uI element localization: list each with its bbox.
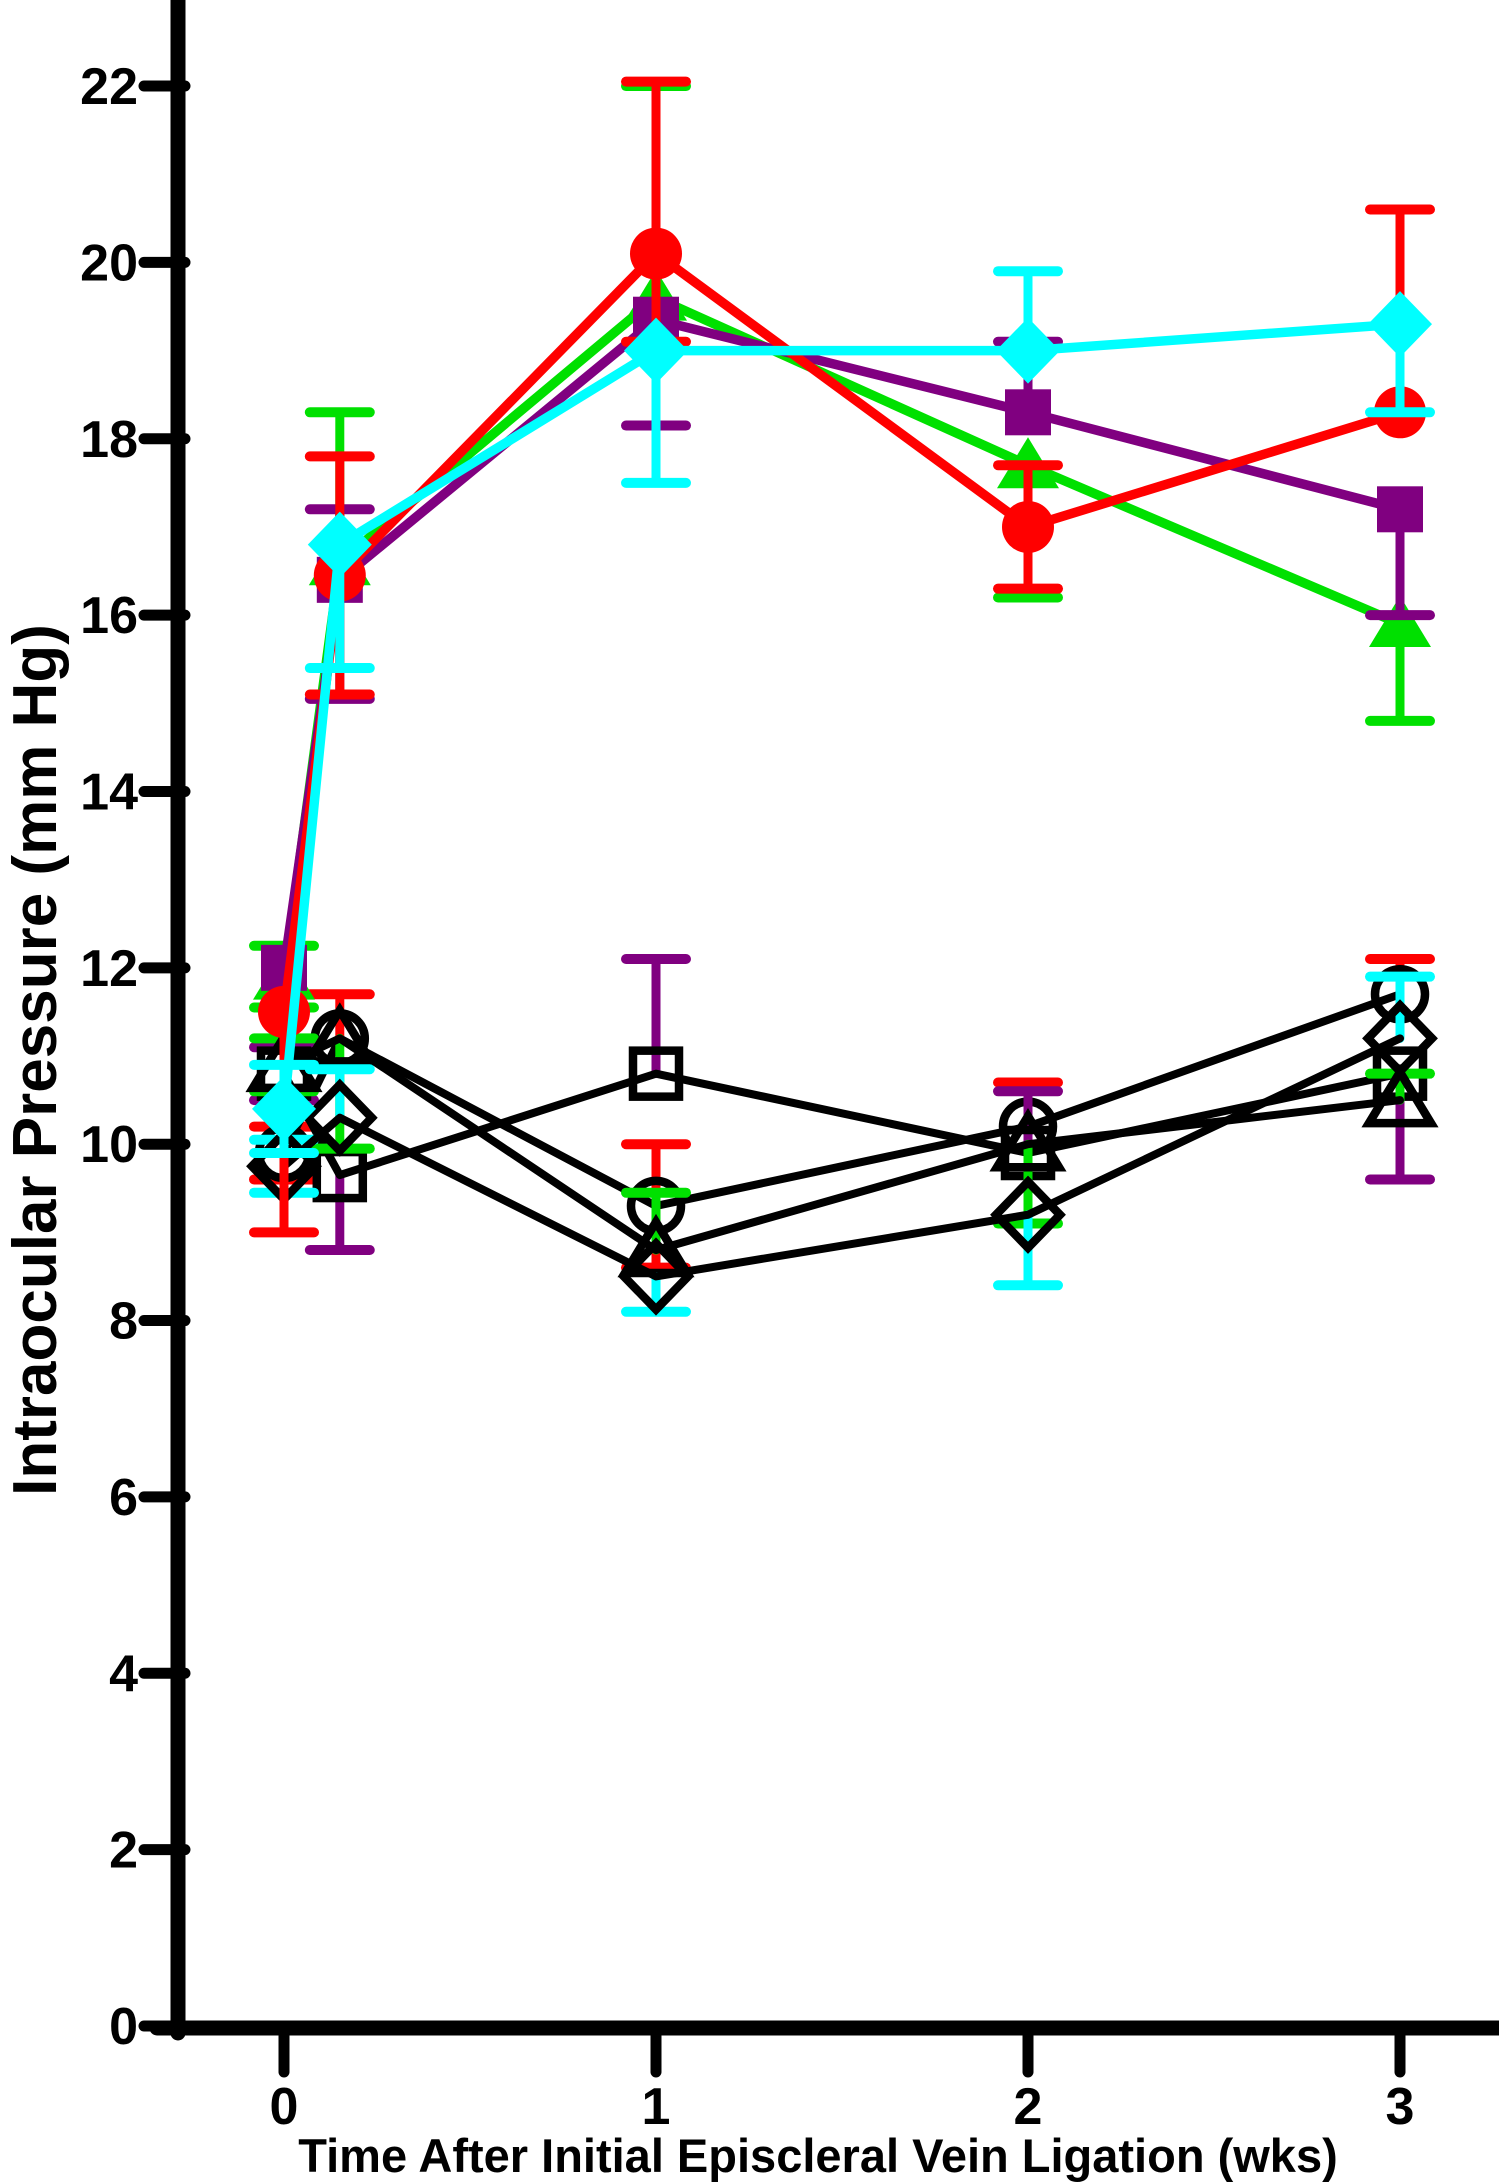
- y-tick-label: 10: [80, 1116, 138, 1174]
- line-ligated-eye-cyan-diamonds: [279, 319, 1405, 1114]
- y-tick-label: 8: [109, 1293, 138, 1351]
- markers-fellow-eye-open-squares: [256, 1046, 1428, 1203]
- y-tick-label: 18: [80, 411, 138, 469]
- y-tick-label: 6: [109, 1469, 138, 1527]
- line-ligated-eye-green-triangles: [279, 292, 1405, 982]
- error-bars-ligated-eye-red-circles: [249, 76, 1435, 1238]
- line-ligated-eye-purple-squares: [279, 314, 1405, 973]
- series-ligated-eye-green-triangles: [249, 81, 1435, 1013]
- y-tick-label: 2: [109, 1822, 138, 1880]
- series-ligated-eye-cyan-diamonds: [249, 266, 1435, 1159]
- line-fellow-eye-open-diamonds: [280, 1034, 1404, 1281]
- markers-ligated-eye-cyan-diamonds: [252, 291, 1432, 1142]
- line-fellow-eye-open-squares: [280, 1069, 1404, 1180]
- x-tick-label: 3: [1386, 2078, 1415, 2136]
- x-axis-title: Time After Initial Episcleral Vein Ligat…: [298, 2129, 1338, 2182]
- y-tick-label: 22: [80, 58, 138, 116]
- x-tick-label: 2: [1014, 2078, 1043, 2136]
- series-ligated-eye-purple-squares: [261, 296, 1435, 991]
- y-tick-label: 16: [80, 587, 138, 645]
- y-tick-label: 20: [80, 234, 138, 292]
- x-tick-label: 1: [642, 2078, 671, 2136]
- line-fellow-eye-open-triangles: [280, 1034, 1404, 1255]
- markers-ligated-eye-red-circles: [258, 227, 1426, 1038]
- y-tick-label: 0: [109, 1998, 138, 2056]
- markers-fellow-eye-open-diamonds: [246, 999, 1438, 1316]
- markers-ligated-eye-purple-squares: [261, 296, 1423, 991]
- y-axis-title: Intraocular Pressure (mm Hg): [1, 624, 70, 1496]
- y-tick-label: 14: [80, 763, 138, 821]
- error-bars-ligated-eye-green-triangles: [249, 81, 1435, 1013]
- error-bars-fellow-eye-open-diamonds: [249, 971, 1435, 1317]
- x-tick-label: 0: [270, 2078, 299, 2136]
- series-ligated-eye-red-circles: [249, 76, 1435, 1238]
- error-bars-ligated-eye-cyan-diamonds: [249, 266, 1435, 1159]
- y-tick-label: 12: [80, 940, 138, 998]
- y-tick-label: 4: [109, 1645, 138, 1703]
